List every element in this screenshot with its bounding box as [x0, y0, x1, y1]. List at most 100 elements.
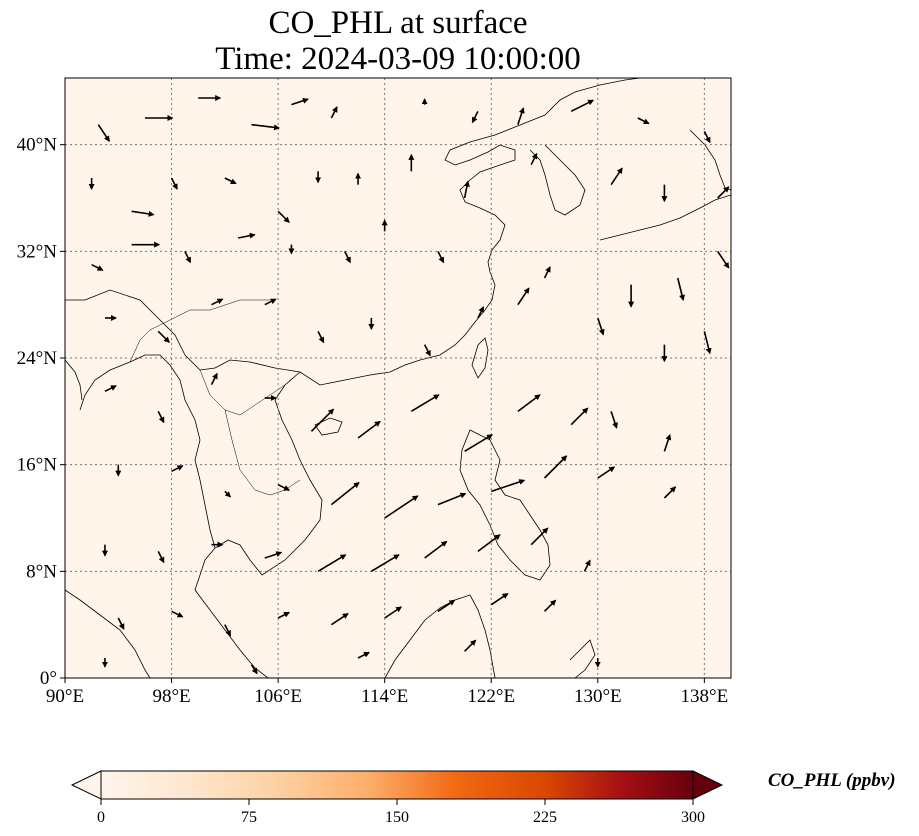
- wind-arrow: [357, 420, 381, 439]
- wind-arrow: [224, 177, 237, 185]
- wind-arrow: [543, 455, 568, 479]
- wind-arrow: [610, 411, 618, 429]
- colorbar-tick-label: 0: [97, 809, 105, 826]
- wind-arrow: [211, 298, 224, 306]
- wind-arrow: [171, 465, 184, 473]
- co-field-background: [65, 78, 731, 678]
- wind-arrow: [344, 250, 351, 264]
- wind-arrow: [717, 186, 730, 199]
- lat-tick-label: 40°N: [17, 135, 58, 156]
- wind-arrow: [131, 210, 155, 217]
- wind-arrow: [317, 330, 325, 344]
- wind-arrow: [277, 210, 290, 224]
- wind-arrow: [703, 331, 712, 355]
- colorbar-tick-label: 300: [681, 809, 705, 826]
- colorbar-ticks: 0 75 150 225 300: [97, 799, 705, 826]
- wind-arrow: [117, 617, 125, 630]
- wind-arrow: [224, 624, 232, 637]
- wind-arrow: [570, 99, 595, 113]
- map-title: CO_PHL at surface: [268, 5, 528, 41]
- lat-tick-label: 8°N: [26, 561, 57, 582]
- colorbar-extend-max: [692, 770, 724, 800]
- lon-tick-label: 114°E: [361, 686, 408, 707]
- wind-arrow: [357, 651, 370, 659]
- wind-arrow: [277, 483, 291, 491]
- wind-arrow: [517, 107, 525, 125]
- wind-arrow: [384, 495, 419, 519]
- wind-arrow: [530, 152, 538, 166]
- lat-tick-label: 16°N: [17, 455, 58, 476]
- wind-arrow: [250, 664, 258, 675]
- lon-tick-label: 122°E: [467, 686, 515, 707]
- colorbar-label: CO_PHL (ppbv): [768, 770, 896, 791]
- wind-arrow: [610, 167, 623, 186]
- wind-arrow: [471, 110, 479, 124]
- wind-arrow: [97, 124, 110, 142]
- wind-arrow: [170, 177, 178, 190]
- wind-arrow: [543, 599, 557, 612]
- wind-arrow: [224, 490, 232, 498]
- longitude-tick-labels: 90°E 98°E 106°E 114°E 122°E 130°E 138°E: [46, 678, 728, 707]
- wind-arrow: [663, 486, 677, 499]
- wind-arrow: [157, 550, 165, 564]
- wind-arrow: [464, 434, 493, 453]
- wind-arrow: [384, 606, 403, 619]
- lon-tick-label: 90°E: [46, 686, 84, 707]
- wind-arrow: [251, 123, 280, 131]
- wind-arrow: [717, 250, 730, 269]
- map-gridlines: [65, 78, 731, 678]
- lat-tick-label: 24°N: [17, 348, 58, 369]
- wind-arrow: [330, 613, 349, 626]
- colorbar: [100, 770, 694, 800]
- wind-arrow: [210, 372, 218, 386]
- lon-tick-label: 138°E: [681, 686, 729, 707]
- wind-arrow: [477, 534, 501, 552]
- wind-arrow: [490, 479, 526, 493]
- wind-arrow: [157, 410, 165, 424]
- wind-arrow: [703, 130, 711, 144]
- lon-tick-label: 106°E: [254, 686, 302, 707]
- wind-arrow: [264, 298, 277, 306]
- wind-arrow: [171, 610, 184, 618]
- wind-arrow: [437, 250, 445, 264]
- wind-arrow: [477, 306, 485, 319]
- map-subtitle-time: Time: 2024-03-09 10:00:00: [215, 41, 581, 77]
- wind-arrow: [517, 287, 530, 306]
- wind-arrow: [310, 408, 335, 432]
- wind-arrow: [104, 385, 117, 393]
- wind-arrow: [530, 527, 549, 546]
- wind-arrow: [330, 106, 338, 119]
- lon-tick-label: 130°E: [574, 686, 622, 707]
- lat-tick-label: 0°: [40, 668, 57, 689]
- wind-arrow: [463, 180, 470, 199]
- lon-tick-label: 98°E: [152, 686, 190, 707]
- wind-arrow: [437, 492, 467, 506]
- wind-arrow: [184, 250, 192, 264]
- wind-arrow: [317, 554, 347, 573]
- wind-arrow: [464, 639, 477, 652]
- wind-arrow: [264, 551, 283, 559]
- wind-arrow: [291, 97, 309, 106]
- wind-arrow: [583, 559, 591, 572]
- wind-arrow: [676, 277, 685, 301]
- wind-arrow: [410, 394, 440, 413]
- wind-arrow: [370, 554, 400, 573]
- wind-arrow: [597, 317, 605, 336]
- wind-arrow: [517, 394, 541, 412]
- wind-arrow: [277, 611, 291, 619]
- wind-arrow: [663, 433, 672, 452]
- wind-arrow: [490, 593, 509, 606]
- wind-arrow: [423, 344, 431, 357]
- wind-vectors: [88, 95, 730, 675]
- latitude-tick-labels: 0° 8°N 16°N 24°N 32°N 40°N: [17, 135, 65, 689]
- wind-arrow: [597, 466, 616, 479]
- wind-arrow: [91, 263, 104, 271]
- wind-arrow: [570, 407, 589, 426]
- map-frame: [64, 77, 732, 679]
- lat-tick-label: 32°N: [17, 241, 58, 262]
- colorbar-tick-label: 150: [385, 809, 409, 826]
- wind-arrow: [238, 232, 256, 239]
- wind-arrow: [437, 599, 456, 612]
- wind-arrow: [330, 482, 360, 506]
